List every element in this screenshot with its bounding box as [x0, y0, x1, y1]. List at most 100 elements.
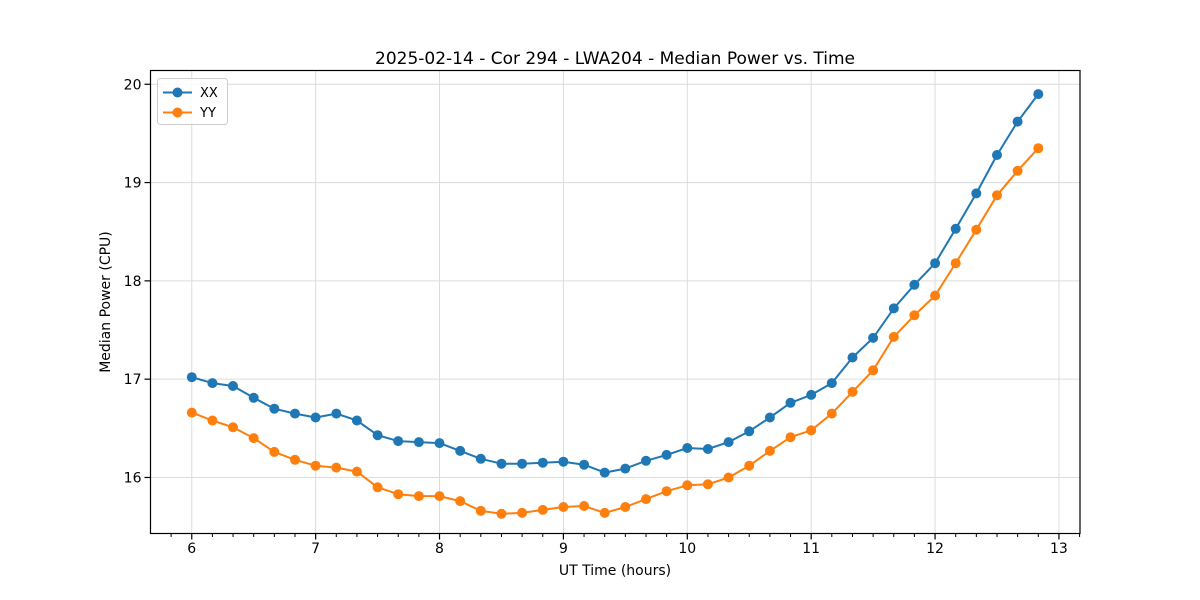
legend: XX YY	[157, 78, 228, 125]
data-point-xx	[310, 412, 321, 423]
data-point-xx	[475, 453, 486, 464]
data-point-xx	[228, 381, 238, 391]
x-tick-label: 11	[802, 541, 820, 557]
data-point-xx	[434, 438, 445, 449]
data-point-yy	[806, 425, 817, 436]
data-point-yy	[475, 505, 486, 516]
data-point-xx	[909, 279, 920, 290]
data-point-xx	[764, 412, 775, 423]
data-point-xx	[599, 467, 610, 478]
data-point-yy	[455, 496, 466, 507]
data-point-xx	[847, 352, 858, 363]
data-point-yy	[868, 365, 879, 376]
data-point-yy	[826, 408, 837, 419]
data-point-yy	[290, 454, 300, 465]
data-point-xx	[723, 437, 734, 448]
data-point-xx	[290, 408, 300, 419]
data-point-xx	[785, 397, 796, 408]
data-point-yy	[579, 501, 590, 511]
x-tick-label: 6	[187, 541, 196, 557]
data-point-yy	[1012, 165, 1023, 176]
gridlines	[150, 70, 1080, 534]
x-axis-label: UT Time (hours)	[559, 563, 671, 579]
series-yy	[186, 143, 1044, 519]
data-point-xx	[826, 378, 837, 389]
data-point-xx	[455, 445, 466, 456]
data-point-yy	[393, 489, 404, 500]
y-axis-label: Median Power (CPU)	[98, 231, 114, 373]
data-point-yy	[723, 472, 734, 483]
series-yy-line	[191, 147, 1040, 515]
x-tick-label: 12	[926, 541, 944, 557]
y-tick-label: 16	[124, 470, 142, 486]
data-point-xx	[207, 378, 218, 389]
y-tick-label: 18	[124, 274, 142, 290]
data-point-yy	[641, 494, 651, 505]
data-point-xx	[661, 449, 672, 460]
data-point-xx	[641, 455, 651, 466]
data-point-xx	[702, 444, 713, 454]
data-point-yy	[207, 415, 218, 426]
data-point-yy	[496, 508, 507, 519]
data-point-yy	[702, 479, 713, 490]
data-point-xx	[517, 458, 528, 469]
data-point-yy	[331, 462, 342, 473]
data-point-xx	[744, 426, 755, 437]
data-point-yy	[992, 190, 1002, 201]
data-point-yy	[599, 507, 610, 518]
data-point-yy	[661, 486, 672, 497]
data-point-xx	[930, 258, 941, 269]
data-point-xx	[971, 188, 982, 199]
y-tick-label: 19	[124, 176, 142, 192]
data-point-yy	[413, 491, 424, 502]
data-point-xx	[579, 459, 590, 470]
data-point-yy	[434, 491, 445, 502]
data-point-yy	[186, 407, 197, 418]
data-point-xx	[372, 430, 383, 441]
data-point-xx	[1012, 116, 1023, 127]
data-point-yy	[847, 386, 858, 397]
data-point-yy	[950, 258, 961, 269]
data-point-yy	[351, 466, 362, 477]
x-axis-minor-ticks	[170, 533, 1081, 537]
data-point-xx	[537, 457, 548, 468]
legend-marker-xx	[172, 87, 183, 98]
series-xx	[186, 89, 1044, 478]
x-tick-label: 8	[435, 541, 444, 557]
data-point-xx	[868, 332, 879, 343]
plot-frame	[149, 69, 1081, 535]
data-point-xx	[950, 223, 961, 234]
data-point-yy	[764, 445, 775, 456]
x-tick-label: 9	[559, 541, 568, 557]
data-point-xx	[331, 408, 342, 419]
data-point-xx	[682, 443, 693, 453]
data-point-yy	[269, 446, 280, 457]
x-tick-label: 13	[1050, 541, 1068, 557]
data-point-xx	[992, 150, 1002, 160]
data-point-yy	[372, 482, 383, 493]
data-point-yy	[888, 331, 899, 342]
data-point-xx	[186, 372, 197, 383]
legend-label-xx: XX	[200, 86, 218, 101]
x-axis: 6 7 8 9 10 11 12 13	[187, 533, 1068, 557]
y-tick-label: 20	[124, 77, 142, 93]
y-tick-label: 17	[124, 372, 142, 388]
data-point-xx	[620, 463, 631, 474]
data-point-yy	[620, 502, 631, 512]
data-point-yy	[228, 422, 238, 433]
chart-title: 2025-02-14 - Cor 294 - LWA204 - Median P…	[375, 49, 855, 69]
data-point-yy	[909, 310, 920, 321]
data-point-xx	[806, 389, 817, 400]
data-point-xx	[269, 403, 280, 414]
data-point-yy	[1033, 143, 1044, 154]
legend-label-yy: YY	[199, 106, 216, 121]
data-point-xx	[1033, 89, 1044, 100]
data-point-yy	[248, 433, 259, 444]
data-point-xx	[496, 458, 507, 469]
data-point-xx	[558, 456, 569, 467]
y-axis: 16 17 18 19 20	[124, 77, 151, 486]
data-point-yy	[785, 432, 796, 443]
data-point-xx	[351, 415, 362, 426]
data-point-yy	[682, 480, 693, 491]
